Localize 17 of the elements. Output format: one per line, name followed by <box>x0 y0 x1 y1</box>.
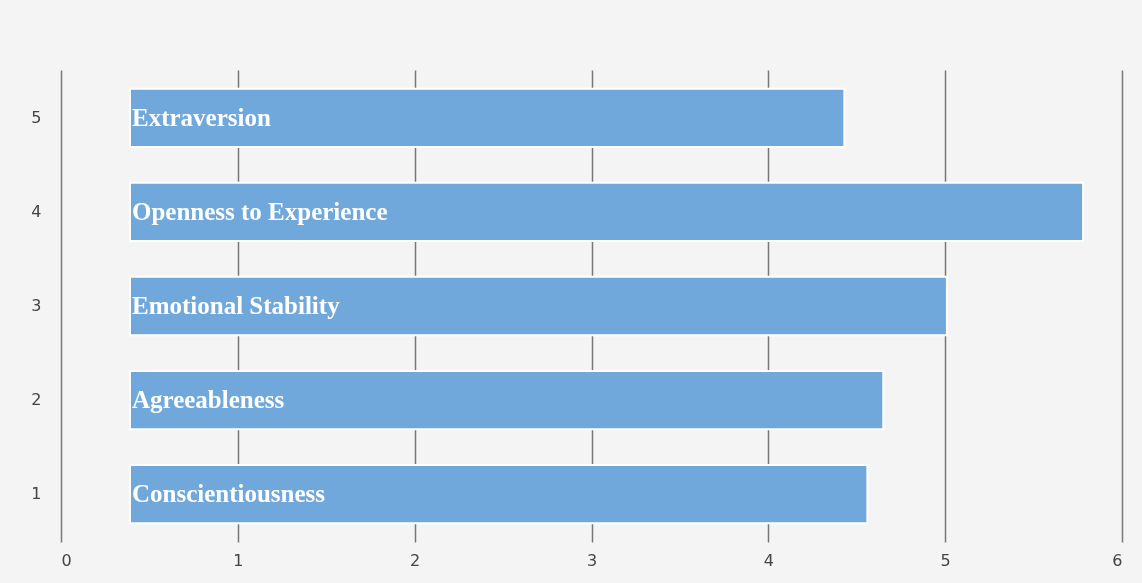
y-tick-label: 4 <box>31 201 42 221</box>
y-tick-label: 5 <box>31 107 42 127</box>
y-tick-label: 1 <box>31 484 42 504</box>
annotation: Agreeableness <box>131 386 285 414</box>
x-tick-label: 5 <box>940 550 951 570</box>
x-tick-label: 3 <box>586 550 598 570</box>
y-tick-label: 2 <box>31 390 42 410</box>
x-tick-label: 4 <box>763 550 774 570</box>
annotation: Openness to Experience <box>131 197 388 225</box>
y-tick-label: 3 <box>31 296 42 315</box>
x-tick-label: 6 <box>1112 550 1123 570</box>
annotation: Extraversion <box>131 103 271 131</box>
annotation: Conscientiousness <box>131 480 326 508</box>
annotation: Emotional Stability <box>131 292 341 319</box>
x-tick-label: 0 <box>61 550 72 570</box>
x-tick-label: 2 <box>410 550 421 570</box>
x-tick-label: 1 <box>233 550 244 570</box>
